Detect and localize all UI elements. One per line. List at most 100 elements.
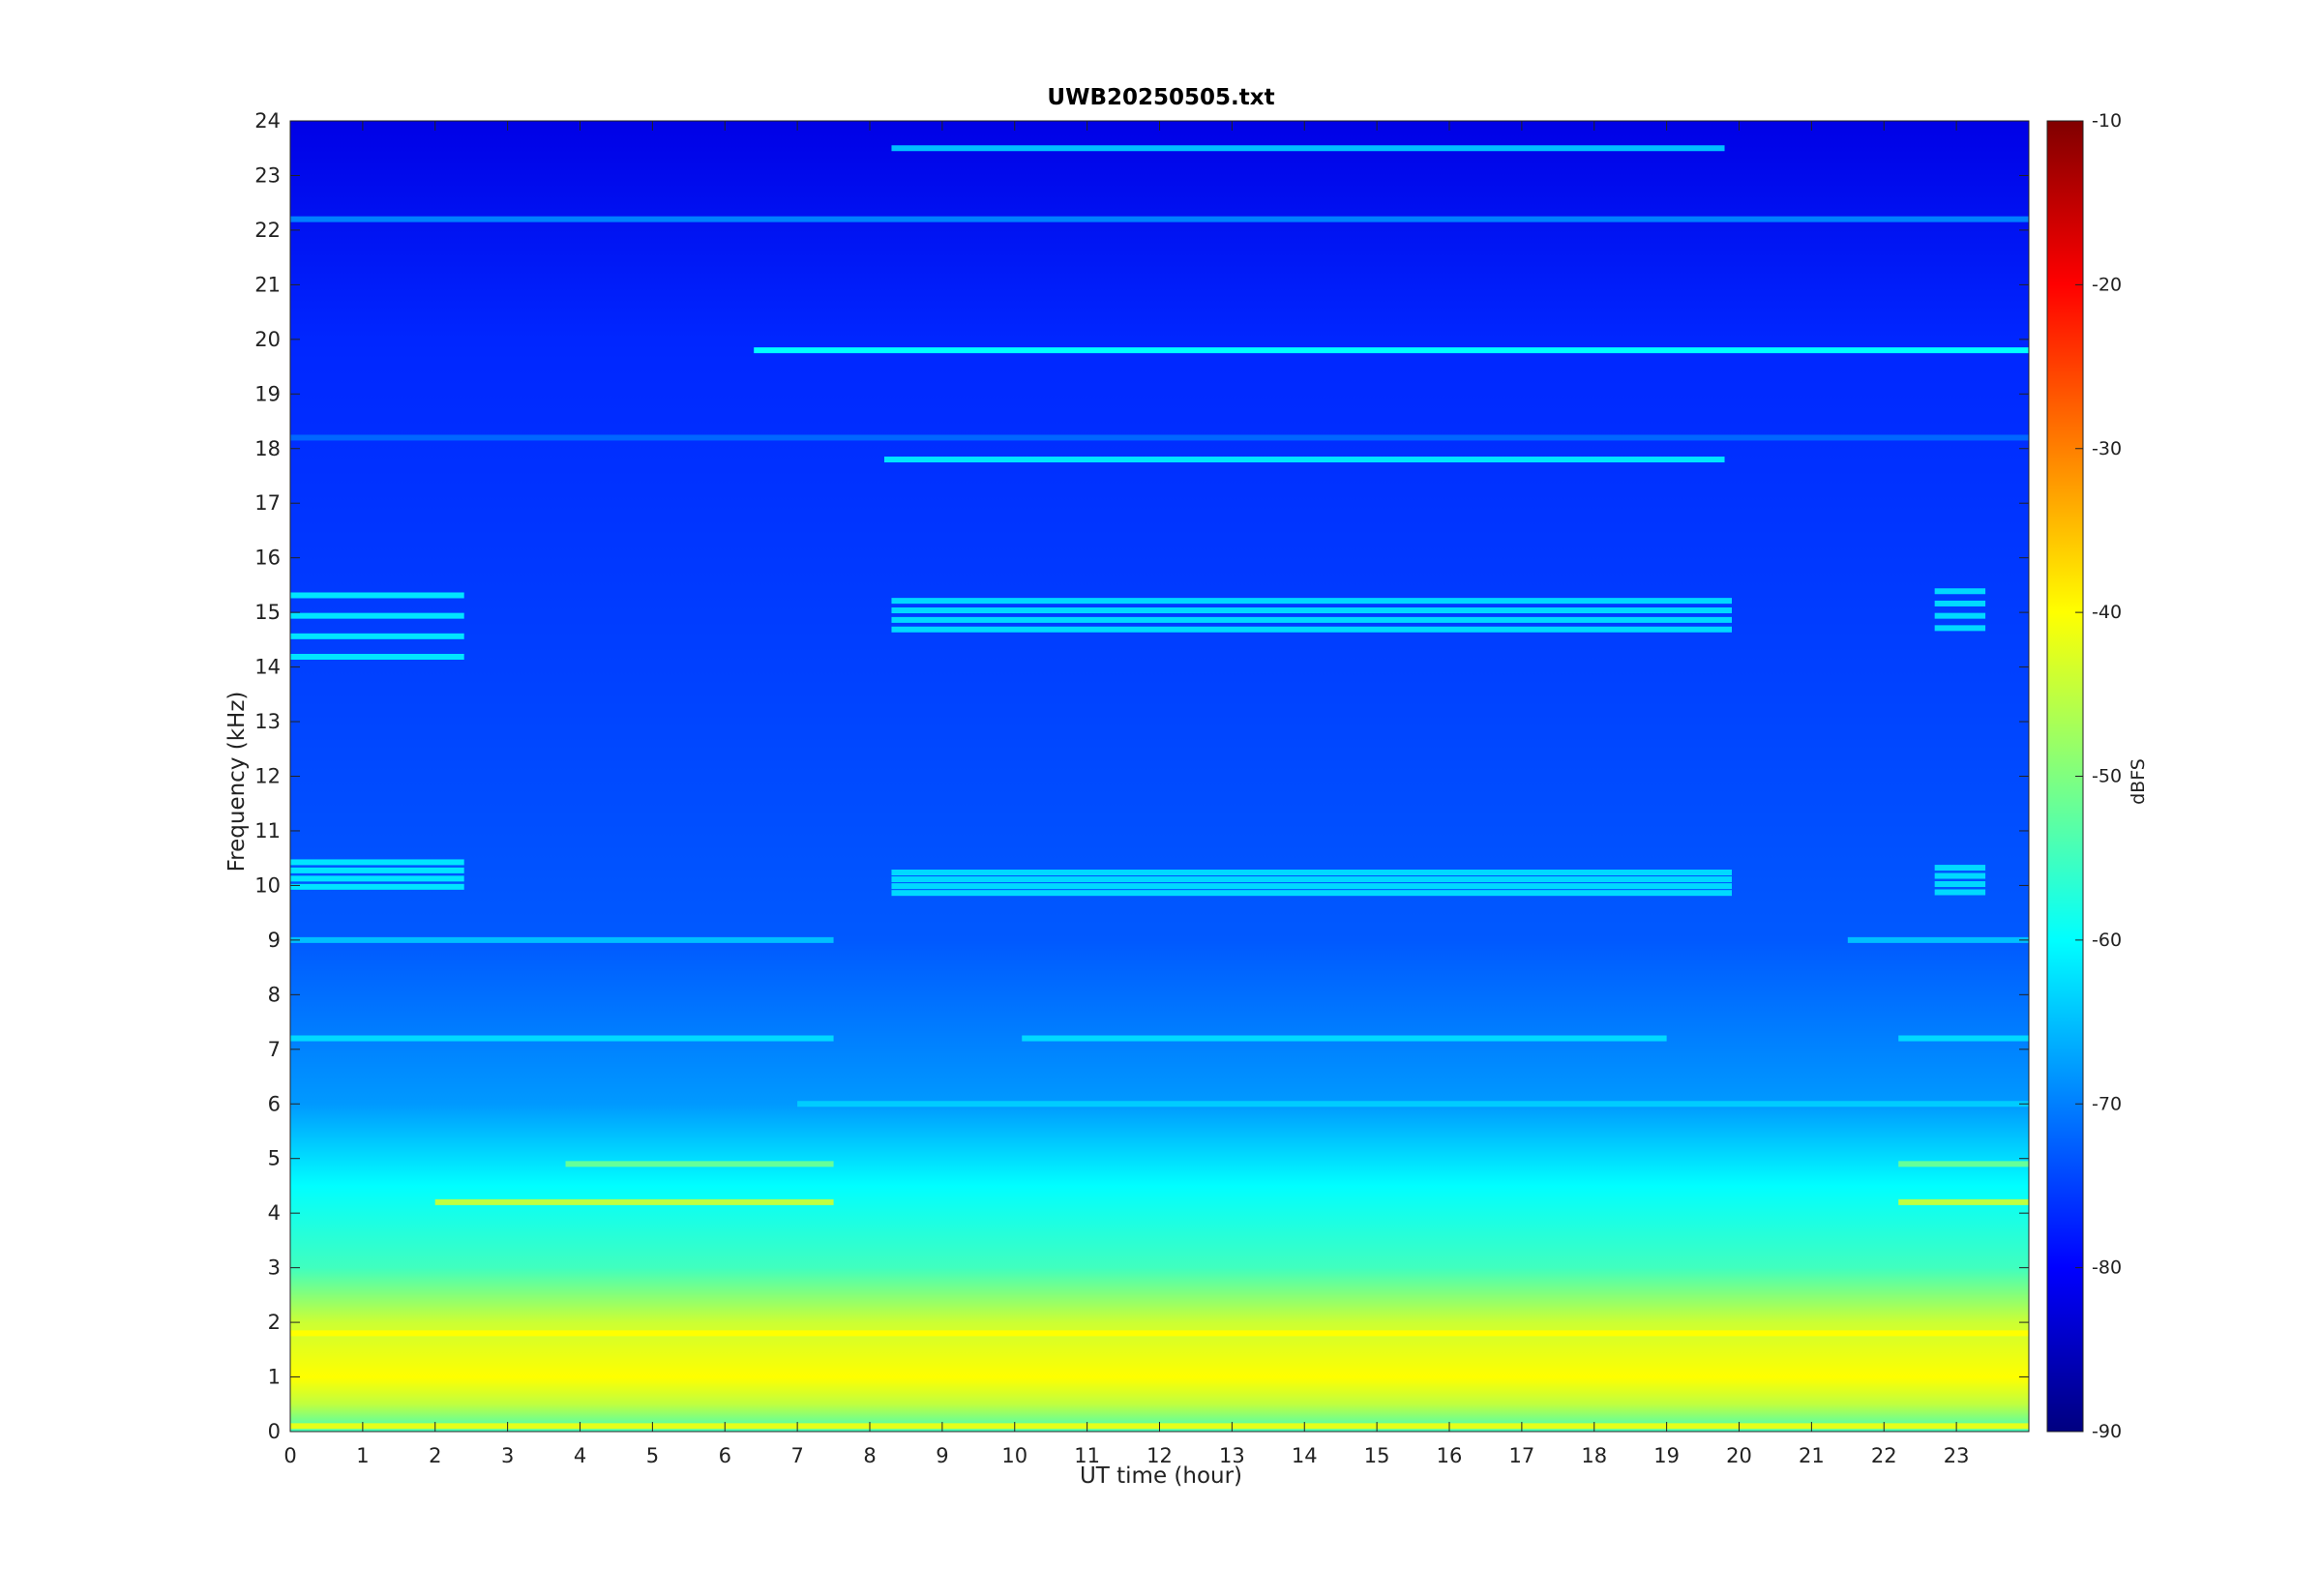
x-tick-label: 20 [1726, 1444, 1752, 1467]
x-tick-label: 12 [1146, 1444, 1173, 1467]
band-group-stripe [290, 612, 464, 619]
narrowband-line [797, 1101, 2029, 1108]
x-tick-label: 19 [1653, 1444, 1680, 1467]
colorbar-tick-label: -60 [2092, 930, 2122, 951]
x-tick-label: 16 [1437, 1444, 1463, 1467]
narrowband-line [290, 1330, 2029, 1337]
band-group-stripe [290, 859, 464, 866]
y-tick-label: 5 [268, 1147, 281, 1170]
band-group-stripe [891, 626, 1733, 633]
x-tick-label: 22 [1871, 1444, 1897, 1467]
y-tick-label: 16 [254, 547, 281, 570]
band-group-stripe [1934, 588, 1986, 595]
band-group-stripe [290, 875, 464, 882]
x-tick-label: 17 [1509, 1444, 1535, 1467]
x-tick-label: 14 [1292, 1444, 1318, 1467]
narrowband-line [883, 457, 1725, 463]
colorbar-tick-label: -30 [2092, 438, 2122, 459]
y-tick-label: 12 [254, 765, 281, 788]
band-group-stripe [1934, 881, 1986, 888]
x-tick-label: 3 [501, 1444, 514, 1467]
band-group-stripe [891, 616, 1733, 623]
band-group-stripe [1934, 872, 1986, 879]
band-group-stripe [1934, 889, 1986, 896]
band-group-stripe [290, 883, 464, 890]
y-tick-label: 10 [254, 873, 281, 897]
colorbar-tick-label: -50 [2092, 766, 2122, 787]
band-group-stripe [1934, 600, 1986, 606]
narrowband-line [754, 347, 2029, 354]
x-tick-label: 4 [574, 1444, 586, 1467]
x-tick-label: 13 [1219, 1444, 1245, 1467]
band-group-stripe [891, 876, 1733, 883]
band-group-stripe [1934, 612, 1986, 619]
heatmap-background [290, 121, 2029, 1432]
chart-title: UWB20250505.txt [1047, 85, 1275, 110]
band-group-stripe [290, 633, 464, 639]
narrowband-line [565, 1161, 834, 1167]
y-tick-label: 13 [254, 710, 281, 733]
x-tick-label: 5 [646, 1444, 659, 1467]
y-tick-label: 1 [268, 1366, 281, 1389]
y-tick-label: 18 [254, 437, 281, 460]
band-group-stripe [290, 592, 464, 599]
colorbar-tick-label: -40 [2092, 602, 2122, 623]
y-tick-label: 22 [254, 219, 281, 242]
y-tick-label: 3 [268, 1256, 281, 1280]
y-tick-label: 20 [254, 328, 281, 351]
x-tick-label: 9 [936, 1444, 948, 1467]
y-tick-label: 19 [254, 382, 281, 405]
narrowband-line [1898, 1198, 2029, 1205]
y-tick-label: 4 [268, 1201, 281, 1225]
y-tick-label: 8 [268, 983, 281, 1006]
y-tick-label: 23 [254, 163, 281, 187]
x-tick-label: 11 [1074, 1444, 1100, 1467]
colorbar-tick-label: -20 [2092, 274, 2122, 295]
band-group-stripe [891, 883, 1733, 890]
band-group-stripe [290, 653, 464, 660]
y-tick-label: 7 [268, 1038, 281, 1061]
x-tick-label: 18 [1581, 1444, 1607, 1467]
narrowband-line [1898, 1035, 2029, 1042]
x-tick-label: 2 [429, 1444, 441, 1467]
x-tick-label: 7 [790, 1444, 803, 1467]
narrowband-line [290, 1035, 834, 1042]
heatmap-plot-area [290, 121, 2029, 1432]
y-tick-label: 2 [268, 1311, 281, 1334]
y-tick-label: 14 [254, 656, 281, 679]
narrowband-line [290, 434, 2029, 441]
x-tick-label: 23 [1944, 1444, 1970, 1467]
y-tick-label: 24 [254, 109, 281, 133]
y-tick-label: 0 [268, 1420, 281, 1443]
band-group-stripe [1934, 625, 1986, 632]
y-tick-label: 17 [254, 491, 281, 515]
narrowband-line [891, 145, 1725, 152]
narrowband-line [290, 216, 2029, 222]
colorbar-tick-label: -90 [2092, 1421, 2122, 1442]
y-tick-label: 9 [268, 929, 281, 952]
colorbar-tick-label: -70 [2092, 1093, 2122, 1114]
x-tick-label: 1 [356, 1444, 369, 1467]
band-group-stripe [290, 867, 464, 873]
colorbar-tick-label: -10 [2092, 110, 2122, 132]
band-group-stripe [891, 870, 1733, 876]
narrowband-line [1898, 1161, 2029, 1167]
band-group-stripe [891, 607, 1733, 614]
y-tick-label: 15 [254, 601, 281, 624]
narrowband-line [1847, 936, 2029, 943]
y-tick-label: 11 [254, 819, 281, 842]
x-tick-label: 15 [1364, 1444, 1390, 1467]
x-tick-label: 0 [283, 1444, 296, 1467]
x-tick-label: 10 [1001, 1444, 1027, 1467]
colorbar-ticks: -10 -20 -30 -40 -50 -60 -70 -80 -90 [2075, 110, 2122, 1442]
band-group-stripe [891, 890, 1733, 897]
y-tick-label: 6 [268, 1092, 281, 1115]
x-tick-label: 6 [719, 1444, 731, 1467]
y-tick-label: 21 [254, 273, 281, 296]
x-tick-label: 21 [1799, 1444, 1825, 1467]
colorbar-tick-label: -80 [2092, 1257, 2122, 1279]
x-tick-label: 8 [863, 1444, 876, 1467]
narrowband-line [434, 1198, 834, 1205]
